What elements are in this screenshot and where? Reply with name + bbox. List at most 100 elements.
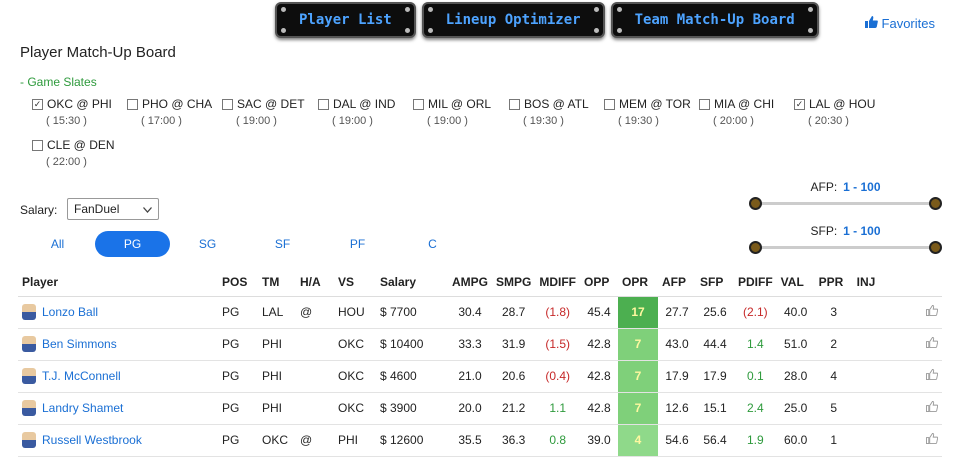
slate-game: MIA @ CHI [714, 97, 775, 111]
cell-ppr: 2 [814, 328, 853, 361]
game-slate-item[interactable]: CLE @ DEN ( 22:00 ) [32, 138, 124, 168]
cell-salary: $ 3900 [376, 392, 448, 425]
thumbs-up-icon[interactable] [926, 400, 939, 415]
column-header-ppr[interactable]: PPR [814, 268, 853, 297]
player-link[interactable]: Lonzo Ball [22, 304, 214, 320]
game-slates-toggle[interactable]: - Game Slates [20, 75, 97, 89]
cell-pos: PG [218, 392, 258, 425]
column-header-inj[interactable]: INJ [852, 268, 891, 297]
game-slate-item[interactable]: MIL @ ORL ( 19:00 ) [413, 97, 505, 127]
player-link[interactable]: Ben Simmons [22, 336, 214, 352]
player-name: Lonzo Ball [42, 305, 99, 319]
bolt-decoration [593, 7, 599, 12]
lineup-optimizer-label: Lineup Optimizer [445, 12, 581, 28]
player-link[interactable]: Landry Shamet [22, 400, 214, 416]
slate-checkbox[interactable] [699, 98, 710, 110]
game-slate-item[interactable]: PHO @ CHA ( 17:00 ) [127, 97, 219, 127]
slate-game: LAL @ HOU [809, 97, 876, 111]
cell-opr: 4 [618, 424, 658, 457]
game-slate-item[interactable]: BOS @ ATL ( 19:30 ) [509, 97, 601, 127]
afp-min-handle[interactable] [749, 197, 762, 210]
slate-checkbox[interactable] [509, 98, 520, 110]
cell-inj [852, 424, 891, 457]
slate-checkbox[interactable] [127, 98, 138, 110]
column-header-opp[interactable]: OPP [580, 268, 618, 297]
slate-game: MEM @ TOR [619, 97, 691, 111]
slate-checkbox[interactable] [32, 139, 43, 151]
tab-sg[interactable]: SG [198, 237, 217, 251]
tab-c[interactable]: C [428, 237, 437, 251]
game-slate-item[interactable]: DAL @ IND ( 19:00 ) [318, 97, 410, 127]
sfp-label: SFP: [810, 224, 838, 238]
game-slate-item[interactable]: SAC @ DET ( 19:00 ) [222, 97, 314, 127]
afp-slider-track[interactable] [749, 197, 942, 210]
slate-game: SAC @ DET [237, 97, 305, 111]
cell-tm: PHI [258, 328, 296, 361]
cell-salary: $ 4600 [376, 360, 448, 393]
salary-select[interactable]: FanDuel [67, 198, 159, 220]
sfp-range: SFP: 1 - 100 [749, 224, 942, 254]
column-header-smpg[interactable]: SMPG [492, 268, 536, 297]
thumbs-up-icon[interactable] [926, 304, 939, 319]
column-header-afp[interactable]: AFP [658, 268, 696, 297]
table-row: T.J. McConnell PG PHI OKC $ 4600 21.0 20.6 (0.4… [18, 360, 942, 393]
cell-sfp: 15.1 [696, 392, 734, 425]
column-header-sfp[interactable]: SFP [696, 268, 734, 297]
tab-pf[interactable]: PF [349, 237, 366, 251]
sfp-max-handle[interactable] [929, 241, 942, 254]
slate-checkbox[interactable]: ✓ [794, 98, 805, 110]
cell-opr: 7 [618, 328, 658, 361]
game-slate-item[interactable]: MEM @ TOR ( 19:30 ) [604, 97, 696, 127]
column-header-ampg[interactable]: AMPG [448, 268, 492, 297]
column-header-favorite [890, 268, 942, 297]
player-list-button[interactable]: Player List [275, 2, 416, 38]
tab-sf[interactable]: SF [274, 237, 291, 251]
cell-ampg: 20.0 [448, 392, 492, 425]
slate-checkbox[interactable] [222, 98, 233, 110]
slate-checkbox[interactable]: ✓ [32, 98, 43, 110]
game-slate-item[interactable]: MIA @ CHI ( 20:00 ) [699, 97, 791, 127]
cell-smpg: 36.3 [492, 424, 536, 457]
column-header-val[interactable]: VAL [776, 268, 815, 297]
game-slate-item[interactable]: ✓ OKC @ PHI ( 15:30 ) [32, 97, 124, 127]
slate-game: DAL @ IND [333, 97, 396, 111]
slate-checkbox[interactable] [604, 98, 615, 110]
cell-pdiff: 1.4 [734, 328, 777, 361]
cell-sfp: 17.9 [696, 360, 734, 393]
column-header-pos[interactable]: POS [218, 268, 258, 297]
player-avatar [22, 368, 36, 384]
column-header-mdiff[interactable]: MDIFF [535, 268, 580, 297]
favorite-cell [890, 296, 942, 329]
slate-checkbox[interactable] [413, 98, 424, 110]
column-header-opr[interactable]: OPR [618, 268, 658, 297]
column-header-vs[interactable]: VS [334, 268, 376, 297]
afp-max-handle[interactable] [929, 197, 942, 210]
bolt-decoration [807, 7, 813, 12]
column-header-pdiff[interactable]: PDIFF [734, 268, 777, 297]
player-link[interactable]: Russell Westbrook [22, 432, 214, 448]
cell-opr: 17 [618, 296, 658, 329]
thumbs-up-icon[interactable] [926, 368, 939, 383]
sfp-min-handle[interactable] [749, 241, 762, 254]
slate-checkbox[interactable] [318, 98, 329, 110]
bolt-decoration [616, 28, 622, 33]
sfp-slider-track[interactable] [749, 241, 942, 254]
tab-all[interactable]: All [50, 237, 65, 251]
player-link[interactable]: T.J. McConnell [22, 368, 214, 384]
cell-vs: OKC [334, 328, 376, 361]
lineup-optimizer-button[interactable]: Lineup Optimizer [421, 2, 605, 38]
column-header-tm[interactable]: TM [258, 268, 296, 297]
cell-vs: OKC [334, 360, 376, 393]
thumbs-up-icon[interactable] [926, 432, 939, 447]
thumbs-up-icon[interactable] [926, 336, 939, 351]
tab-pg[interactable]: PG [95, 231, 170, 257]
favorites-link[interactable]: Favorites [864, 16, 935, 31]
team-matchup-board-button[interactable]: Team Match-Up Board [610, 2, 819, 38]
game-slate-item[interactable]: ✓ LAL @ HOU ( 20:30 ) [794, 97, 886, 127]
cell-afp: 12.6 [658, 392, 696, 425]
column-header-ha[interactable]: H/A [296, 268, 334, 297]
column-header-salary[interactable]: Salary [376, 268, 448, 297]
table-row: Russell Westbrook PG OKC @ PHI $ 12600 35.5 36.… [18, 424, 942, 457]
column-header-player[interactable]: Player [18, 268, 218, 297]
afp-range: AFP: 1 - 100 [749, 180, 942, 210]
